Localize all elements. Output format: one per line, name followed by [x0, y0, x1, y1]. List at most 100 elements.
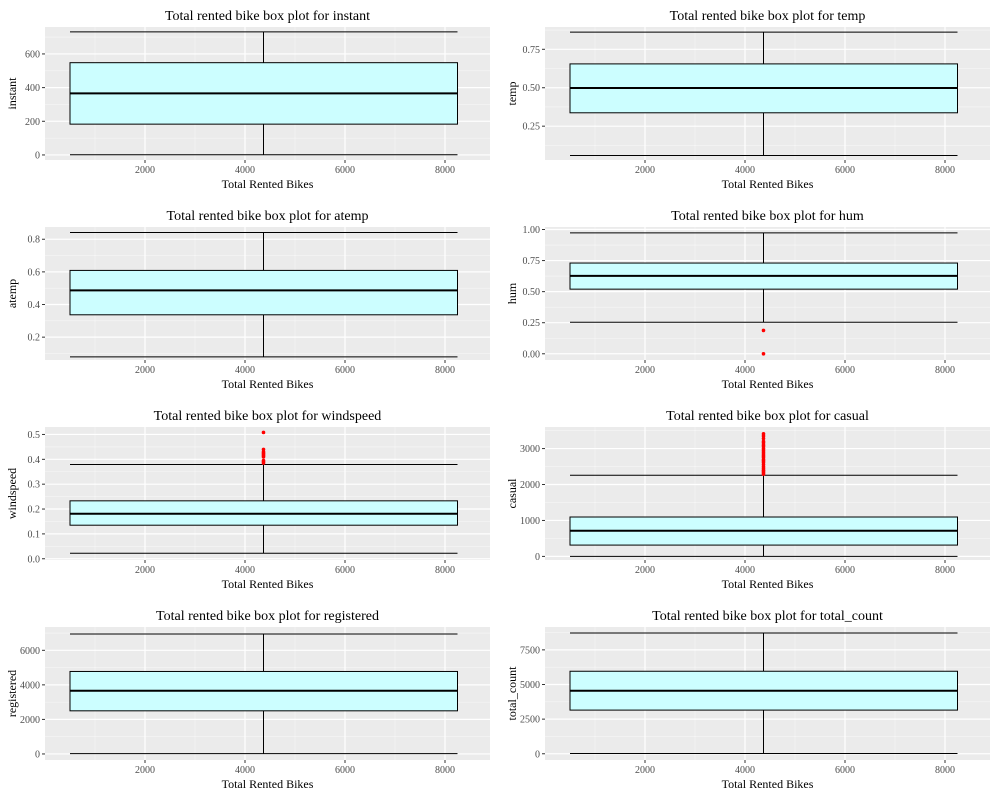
- x-tick-label: 4000: [735, 165, 755, 176]
- outlier-point: [261, 450, 266, 454]
- x-axis-label: Total Rented Bikes: [222, 377, 314, 391]
- outlier-point: [761, 436, 766, 441]
- boxplot-svg: 2000 4000 6000 8000 0 200 400 600 Total rented b…: [5, 9, 490, 191]
- x-tick-label: 4000: [735, 365, 755, 376]
- x-tick-label: 6000: [835, 765, 855, 776]
- x-tick-label: 4000: [735, 565, 755, 576]
- x-tick-label: 8000: [935, 365, 955, 376]
- y-tick-label: 400: [25, 83, 40, 94]
- x-tick-label: 2000: [135, 365, 155, 376]
- y-tick-label: 0.2: [28, 505, 41, 516]
- x-tick-label: 4000: [735, 765, 755, 776]
- chart-title: Total rented bike box plot for casual: [666, 409, 869, 424]
- boxplot-panel-registered: 2000 4000 6000 8000 0 2000 4000 6000 Total rente…: [0, 600, 500, 800]
- y-tick-label: 4000: [20, 680, 40, 691]
- x-tick-label: 2000: [135, 165, 155, 176]
- outlier-point: [761, 432, 766, 436]
- boxplot-panel-casual: 2000 4000 6000 8000 0 1000 2000 3000 Total rente…: [500, 400, 1000, 600]
- y-tick-label: 2500: [520, 715, 540, 726]
- y-tick-label: 0.00: [523, 349, 541, 360]
- y-axis-label: instant: [5, 77, 19, 110]
- x-axis-label: Total Rented Bikes: [722, 777, 814, 791]
- x-axis-label: Total Rented Bikes: [222, 177, 314, 191]
- plot-background: [45, 427, 490, 560]
- outlier-point: [761, 328, 766, 333]
- y-axis-label: casual: [505, 478, 519, 509]
- y-tick-label: 0.5: [28, 430, 41, 441]
- x-tick-label: 8000: [935, 565, 955, 576]
- boxplot-panel-instant: 2000 4000 6000 8000 0 200 400 600 Total rented b…: [0, 0, 500, 200]
- y-tick-label: 1000: [520, 516, 540, 527]
- y-tick-label: 1.00: [523, 225, 541, 236]
- x-tick-label: 8000: [435, 565, 455, 576]
- x-tick-label: 4000: [235, 565, 255, 576]
- y-tick-label: 0: [535, 749, 540, 760]
- y-tick-label: 0.25: [523, 318, 541, 329]
- boxplot-svg: 2000 4000 6000 8000 0 2000 4000 6000 Total rente…: [5, 609, 490, 791]
- x-tick-label: 6000: [835, 365, 855, 376]
- x-tick-label: 8000: [935, 765, 955, 776]
- boxplot-panel-total_count: 2000 4000 6000 8000 0 2500 5000 7500 Total rente…: [500, 600, 1000, 800]
- y-tick-label: 0.0: [28, 554, 41, 565]
- y-tick-label: 0.25: [523, 122, 541, 133]
- y-tick-label: 0.4: [28, 455, 41, 466]
- y-tick-label: 0.1: [28, 529, 41, 540]
- y-tick-label: 0: [35, 150, 40, 161]
- x-tick-label: 2000: [635, 165, 655, 176]
- x-axis-label: Total Rented Bikes: [222, 577, 314, 591]
- chart-title: Total rented bike box plot for atemp: [167, 209, 369, 224]
- x-tick-label: 2000: [135, 765, 155, 776]
- boxplot-panel-temp: 2000 4000 6000 8000 0.25 0.50 0.75 Total rented…: [500, 0, 1000, 200]
- x-axis-label: Total Rented Bikes: [222, 777, 314, 791]
- x-axis-label: Total Rented Bikes: [722, 577, 814, 591]
- y-tick-label: 7500: [520, 645, 540, 656]
- y-tick-label: 0.50: [523, 287, 541, 298]
- chart-title: Total rented bike box plot for temp: [670, 9, 866, 24]
- outlier-point: [761, 351, 766, 356]
- y-tick-label: 0.6: [28, 267, 41, 278]
- outlier-point: [261, 430, 266, 435]
- iqr-box: [69, 269, 458, 316]
- boxplot-svg: 2000 4000 6000 8000 0.0 0.1 0.2 0.3 0.4 0.5 Total …: [5, 409, 490, 591]
- x-tick-label: 6000: [335, 565, 355, 576]
- chart-title: Total rented bike box plot for instant: [165, 9, 370, 24]
- x-tick-label: 2000: [135, 565, 155, 576]
- y-axis-label: temp: [505, 82, 519, 106]
- x-tick-label: 6000: [835, 165, 855, 176]
- x-tick-label: 4000: [235, 765, 255, 776]
- y-tick-label: 0.75: [523, 256, 541, 267]
- y-tick-label: 2000: [520, 480, 540, 491]
- y-tick-label: 0.8: [28, 235, 41, 246]
- y-tick-label: 2000: [20, 715, 40, 726]
- x-tick-label: 4000: [235, 165, 255, 176]
- y-tick-label: 0.75: [523, 45, 541, 56]
- y-tick-label: 6000: [20, 646, 40, 657]
- chart-title: Total rented bike box plot for windspeed: [154, 409, 382, 424]
- x-tick-label: 8000: [435, 365, 455, 376]
- chart-title: Total rented bike box plot for registere…: [156, 609, 379, 624]
- y-tick-label: 0.2: [28, 333, 41, 344]
- outlier-point: [261, 447, 266, 452]
- x-tick-label: 2000: [635, 565, 655, 576]
- chart-title: Total rented bike box plot for hum: [671, 209, 864, 224]
- y-tick-label: 0.3: [28, 480, 41, 491]
- boxplot-svg: 2000 4000 6000 8000 0.25 0.50 0.75 Total rented…: [505, 9, 990, 191]
- x-axis-label: Total Rented Bikes: [722, 177, 814, 191]
- x-tick-label: 8000: [435, 165, 455, 176]
- y-axis-label: atemp: [5, 279, 19, 308]
- boxplot-panel-hum: 2000 4000 6000 8000 0.00 0.25 0.50 0.75 1.00 Tota…: [500, 200, 1000, 400]
- x-tick-label: 6000: [335, 765, 355, 776]
- x-tick-label: 6000: [335, 365, 355, 376]
- boxplot-svg: 2000 4000 6000 8000 0 2500 5000 7500 Total rente…: [505, 609, 990, 791]
- boxplot-svg: 2000 4000 6000 8000 0.00 0.25 0.50 0.75 1.00 Tota…: [505, 209, 990, 391]
- boxplot-svg: 2000 4000 6000 8000 0 1000 2000 3000 Total rente…: [505, 409, 990, 591]
- x-tick-label: 8000: [935, 165, 955, 176]
- y-tick-label: 200: [25, 117, 40, 128]
- y-tick-label: 5000: [520, 680, 540, 691]
- y-axis-label: total_count: [505, 666, 519, 721]
- y-tick-label: 0.4: [28, 300, 41, 311]
- x-tick-label: 6000: [335, 165, 355, 176]
- x-tick-label: 4000: [235, 365, 255, 376]
- y-tick-label: 600: [25, 49, 40, 60]
